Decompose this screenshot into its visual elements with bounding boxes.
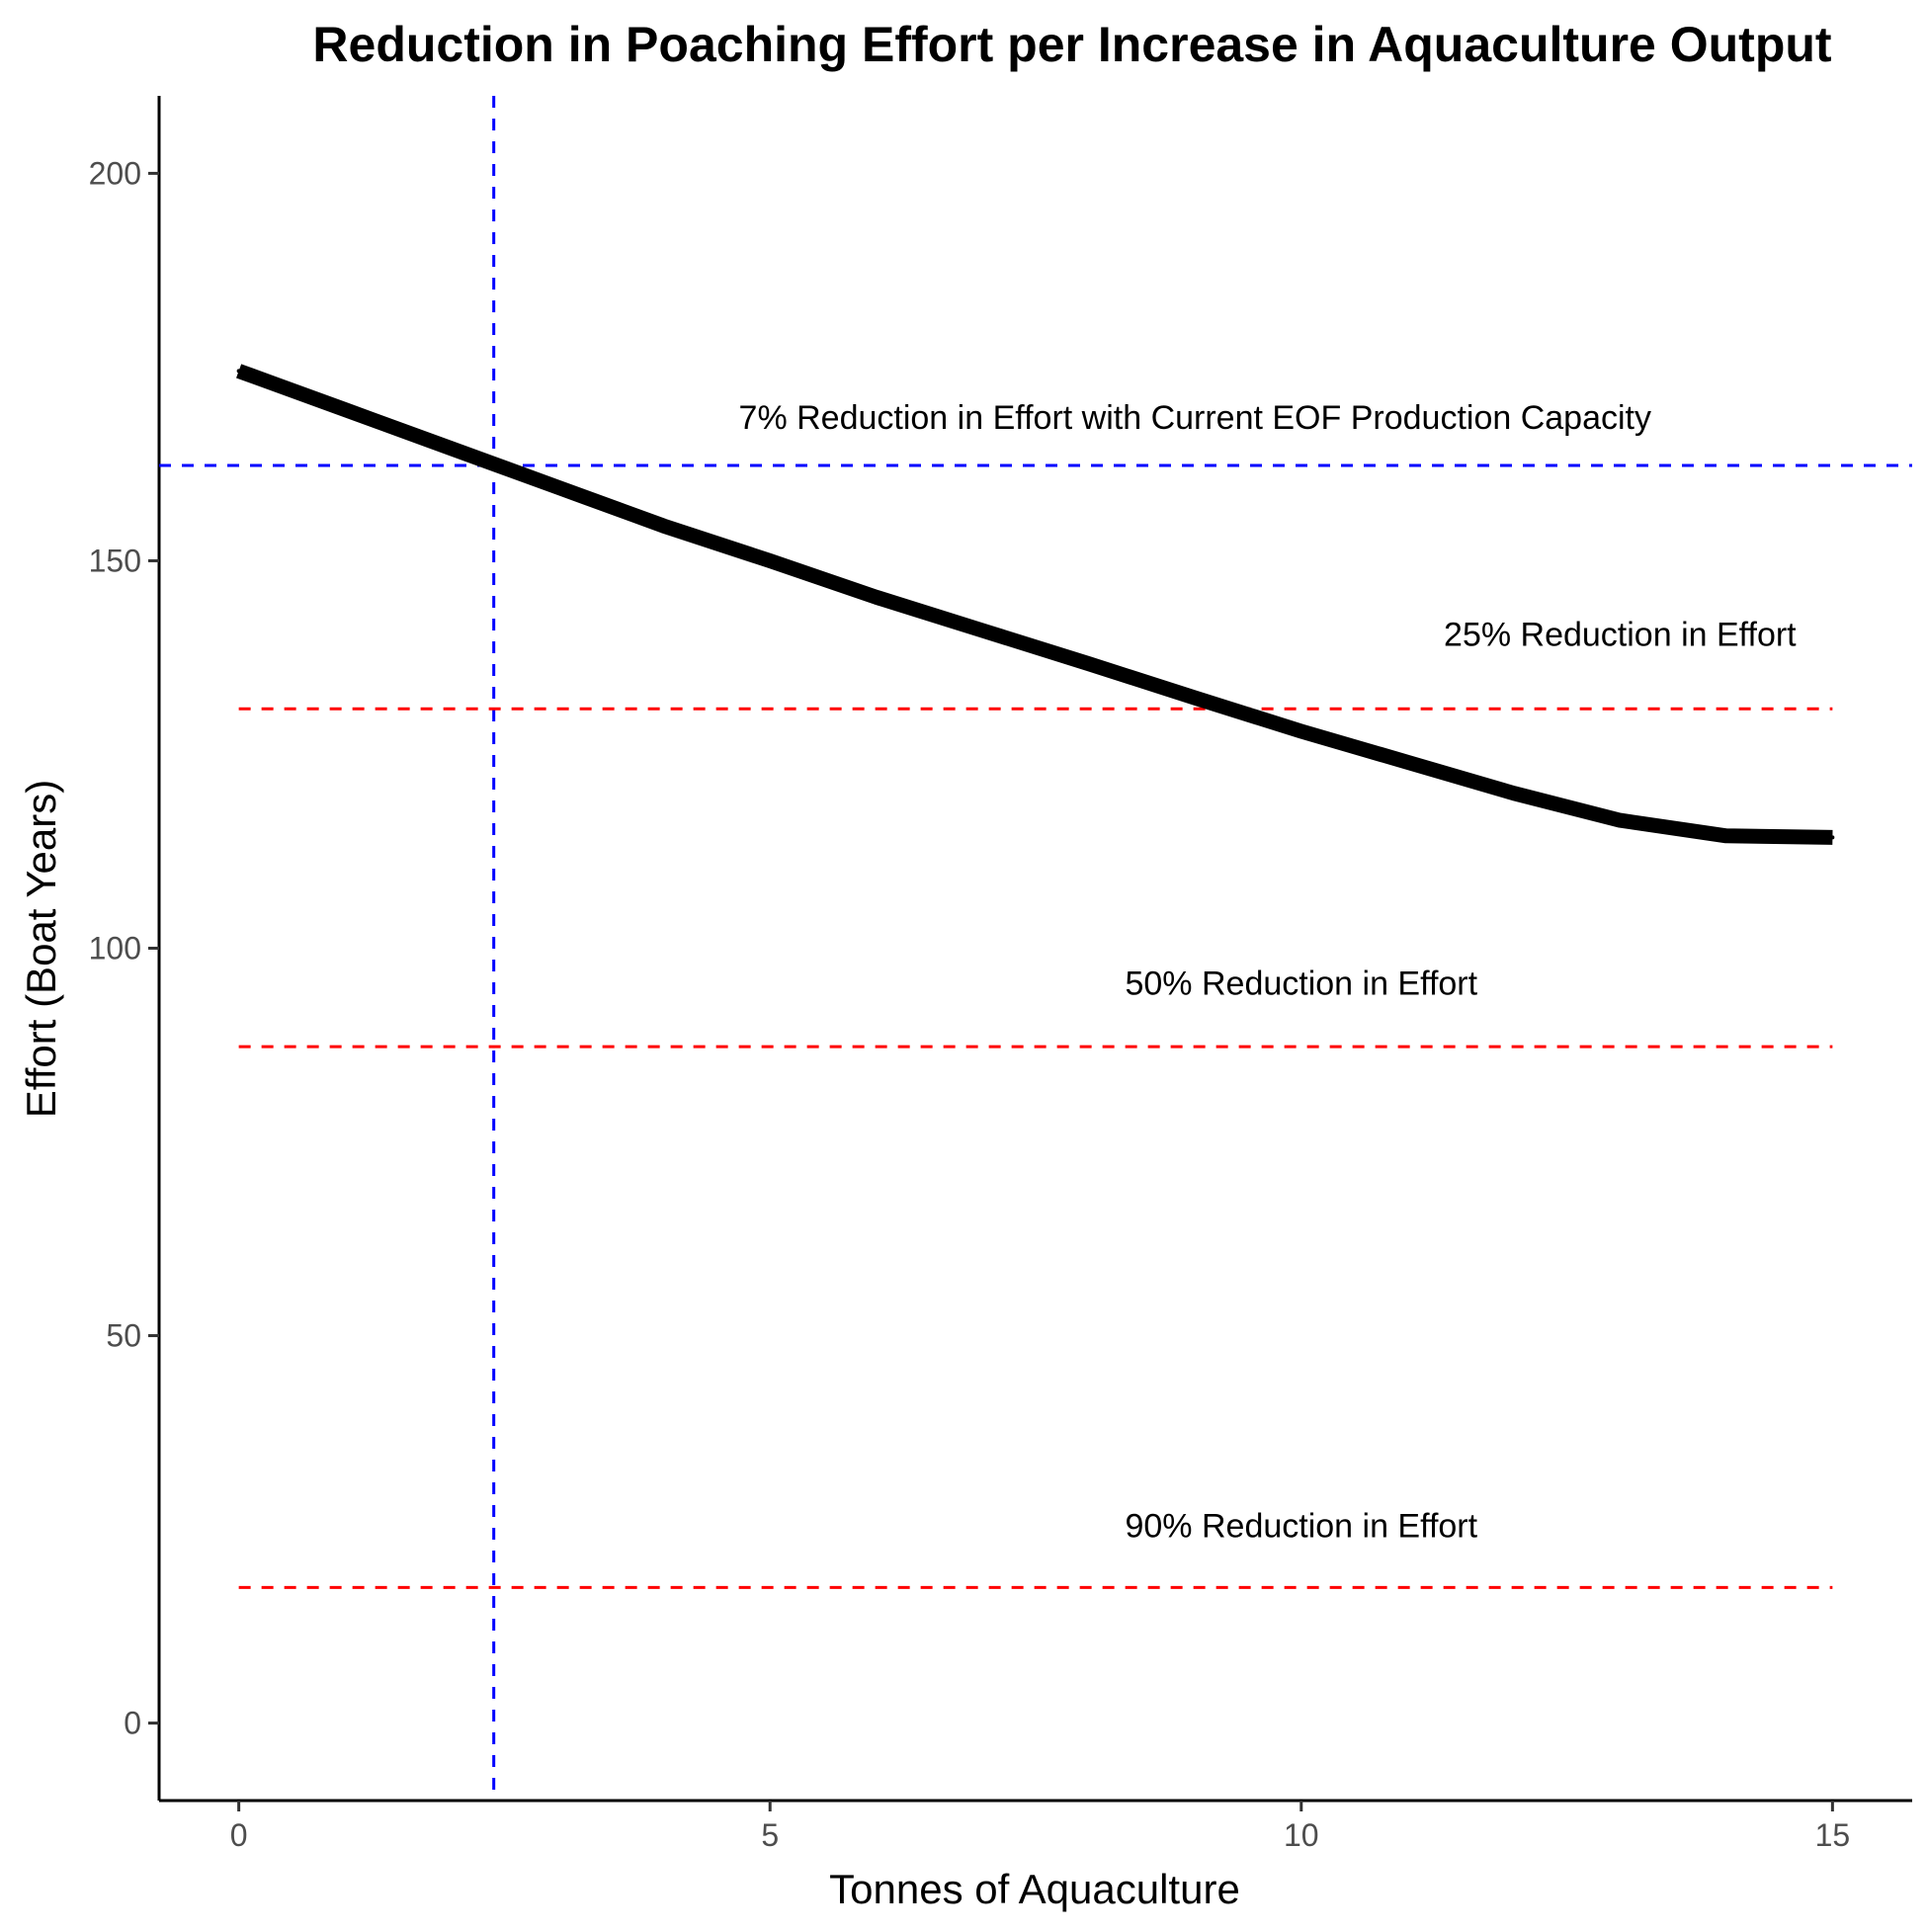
y-tick-label: 200 bbox=[89, 155, 141, 191]
chart-title: Reduction in Poaching Effort per Increas… bbox=[312, 17, 1832, 72]
y-axis-title: Effort (Boat Years) bbox=[18, 780, 64, 1118]
data-point bbox=[1086, 661, 1091, 666]
annotation-label-3: 90% Reduction in Effort bbox=[1125, 1507, 1477, 1545]
x-axis-title: Tonnes of Aquaculture bbox=[829, 1866, 1240, 1912]
data-point bbox=[768, 558, 773, 563]
data-point bbox=[980, 629, 985, 633]
data-point bbox=[1405, 760, 1410, 765]
data-point bbox=[1830, 835, 1835, 840]
series-line-0 bbox=[236, 364, 1833, 845]
x-tick-label: 10 bbox=[1284, 1817, 1319, 1853]
data-point bbox=[661, 524, 666, 529]
data-point bbox=[1723, 833, 1728, 838]
data-point bbox=[874, 595, 879, 600]
y-tick-label: 150 bbox=[89, 543, 141, 578]
annotation-label-1: 25% Reduction in Effort bbox=[1444, 617, 1797, 654]
data-point bbox=[343, 407, 348, 412]
data-point bbox=[236, 369, 241, 374]
x-tick-label: 15 bbox=[1815, 1817, 1851, 1853]
annotation-label-2: 50% Reduction in Effort bbox=[1125, 966, 1477, 1003]
y-tick-label: 100 bbox=[89, 931, 141, 966]
data-point bbox=[1618, 818, 1623, 823]
x-tick-label: 5 bbox=[761, 1817, 779, 1853]
data-point bbox=[1299, 728, 1303, 733]
y-tick-label: 0 bbox=[124, 1706, 141, 1741]
annotation-label-0: 7% Reduction in Effort with Current EOF … bbox=[739, 399, 1651, 437]
data-point bbox=[1511, 791, 1516, 796]
data-point bbox=[449, 446, 454, 451]
data-point bbox=[1193, 696, 1198, 701]
data-point bbox=[555, 484, 560, 489]
x-tick-label: 0 bbox=[230, 1817, 248, 1853]
y-tick-label: 50 bbox=[106, 1318, 141, 1354]
